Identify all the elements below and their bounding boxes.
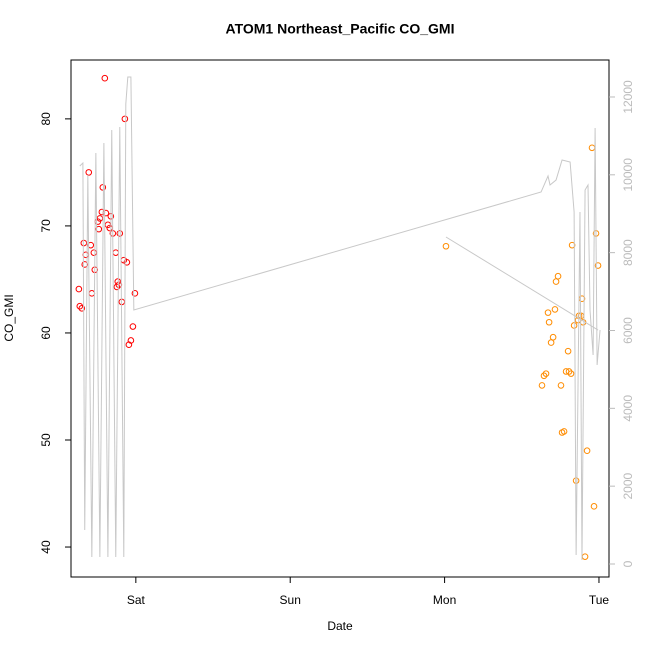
y2-tick-label: 6000: [621, 317, 635, 344]
altitude-line: [79, 76, 601, 560]
point: [76, 302, 84, 310]
point: [560, 428, 568, 435]
point: [540, 372, 548, 380]
point: [442, 242, 450, 250]
point: [565, 368, 573, 375]
point: [90, 249, 98, 256]
y2-tick-label: 10000: [621, 158, 635, 192]
y-tick-label: 70: [39, 219, 53, 233]
y2-tick-label: 12000: [621, 80, 635, 114]
point: [552, 278, 560, 285]
point: [583, 447, 591, 454]
point: [570, 322, 578, 329]
point: [101, 74, 109, 82]
y-tick-label: 40: [39, 540, 53, 554]
point: [99, 184, 107, 191]
point: [544, 309, 552, 316]
point: [564, 347, 572, 355]
point: [87, 241, 95, 249]
point: [549, 333, 557, 341]
y2-tick-label: 8000: [621, 239, 635, 266]
y-tick-label: 80: [39, 112, 53, 126]
y-tick-label: 60: [39, 326, 53, 340]
plot-box: [70, 59, 610, 578]
point: [545, 318, 553, 326]
point: [116, 230, 124, 237]
point: [554, 272, 562, 280]
point: [121, 115, 129, 123]
point: [538, 382, 546, 389]
x-tick-label: Mon: [433, 593, 456, 607]
point: [95, 225, 103, 233]
x-axis-label: Date: [327, 619, 353, 633]
y-tick-label: 50: [39, 433, 53, 447]
point: [80, 239, 88, 247]
y2-tick-label: 2000: [621, 472, 635, 499]
point: [114, 278, 122, 285]
y2-tick-label: 0: [621, 560, 635, 567]
point: [581, 553, 589, 560]
x-tick-label: Tue: [589, 593, 610, 607]
y2-tick-label: 4000: [621, 395, 635, 422]
point: [567, 370, 575, 377]
point: [547, 339, 555, 346]
point: [129, 323, 137, 330]
point: [88, 290, 96, 297]
point: [590, 503, 598, 510]
point: [542, 370, 550, 377]
point: [551, 306, 559, 313]
point: [557, 382, 565, 389]
point: [123, 259, 131, 266]
chart-title: ATOM1 Northeast_Pacific CO_GMI: [226, 21, 455, 37]
point: [85, 169, 93, 176]
point: [75, 285, 83, 293]
point: [594, 262, 602, 269]
point: [588, 144, 596, 152]
point: [78, 305, 86, 312]
point: [131, 290, 139, 297]
x-tick-label: Sat: [127, 593, 146, 607]
x-tick-label: Sun: [280, 593, 301, 607]
point: [112, 249, 120, 256]
point: [127, 337, 135, 344]
point: [568, 241, 576, 249]
y-axis-label: CO_GMI: [2, 294, 16, 341]
